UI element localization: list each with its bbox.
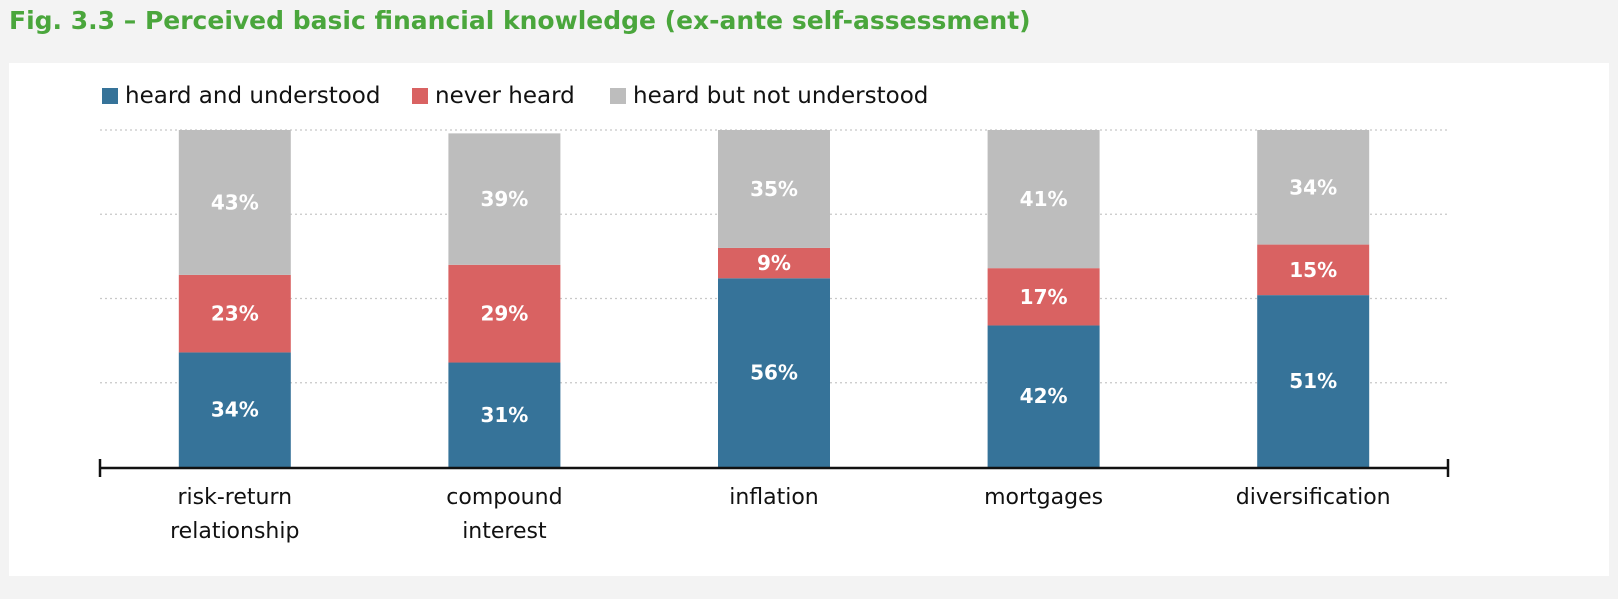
stacked-bar-chart: heard and understood never heard heard but…: [98, 83, 1450, 544]
legend-label: heard and understood: [125, 83, 380, 109]
bar-segment: [178, 130, 291, 275]
legend-label: heard but not understood: [633, 83, 928, 109]
bar-segment: [718, 247, 830, 279]
bar-segment: [178, 274, 291, 353]
legend-label: never heard: [435, 83, 575, 109]
bar-segment: [987, 325, 1100, 467]
data-label: 34%: [1289, 175, 1337, 199]
figure-title: Fig. 3.3 – Perceived basic financial kno…: [9, 6, 1031, 35]
bar-segment: [448, 362, 561, 467]
data-label: 51%: [1289, 369, 1337, 393]
data-label: 35%: [750, 177, 798, 201]
x-tick-label: inflation: [729, 485, 819, 510]
bar-segment: [1257, 295, 1370, 467]
bar-segment: [718, 278, 830, 467]
bar-segment: [448, 264, 561, 363]
data-label: 31%: [480, 403, 528, 427]
data-label: 41%: [1020, 187, 1068, 211]
bar-segment: [987, 268, 1100, 326]
bar-segment: [1257, 244, 1370, 296]
legend-swatch: [412, 88, 428, 104]
data-label: 15%: [1289, 258, 1337, 282]
bars: 34% 23% 43% 31% 29% 39% 56% 9% 35% 42% 17% 41% 51% 15…: [178, 130, 1370, 467]
data-label: 39%: [480, 187, 528, 211]
data-label: 29%: [480, 302, 528, 326]
x-tick-label: compound interest: [446, 485, 562, 544]
bar-segment: [718, 130, 830, 248]
data-label: 56%: [750, 361, 798, 385]
data-label: 34%: [211, 398, 259, 422]
x-tick-label: risk-return relationship: [170, 485, 299, 544]
data-label: 42%: [1020, 384, 1068, 408]
data-label: 17%: [1020, 285, 1068, 309]
legend: heard and understood never heard heard but…: [102, 83, 928, 109]
data-label: 43%: [211, 190, 259, 214]
legend-swatch: [610, 88, 626, 104]
bar-segment: [448, 133, 561, 265]
legend-swatch: [102, 88, 118, 104]
bar-segment: [1257, 130, 1370, 245]
bar-segment: [178, 352, 291, 467]
x-tick-label: diversification: [1236, 485, 1391, 510]
x-axis: risk-return relationship compound interest i…: [98, 459, 1450, 544]
data-label: 9%: [757, 251, 791, 275]
x-tick-label: mortgages: [984, 485, 1103, 510]
data-label: 23%: [211, 302, 259, 326]
bar-segment: [987, 130, 1100, 269]
chart-panel: heard and understood never heard heard but…: [9, 63, 1609, 576]
